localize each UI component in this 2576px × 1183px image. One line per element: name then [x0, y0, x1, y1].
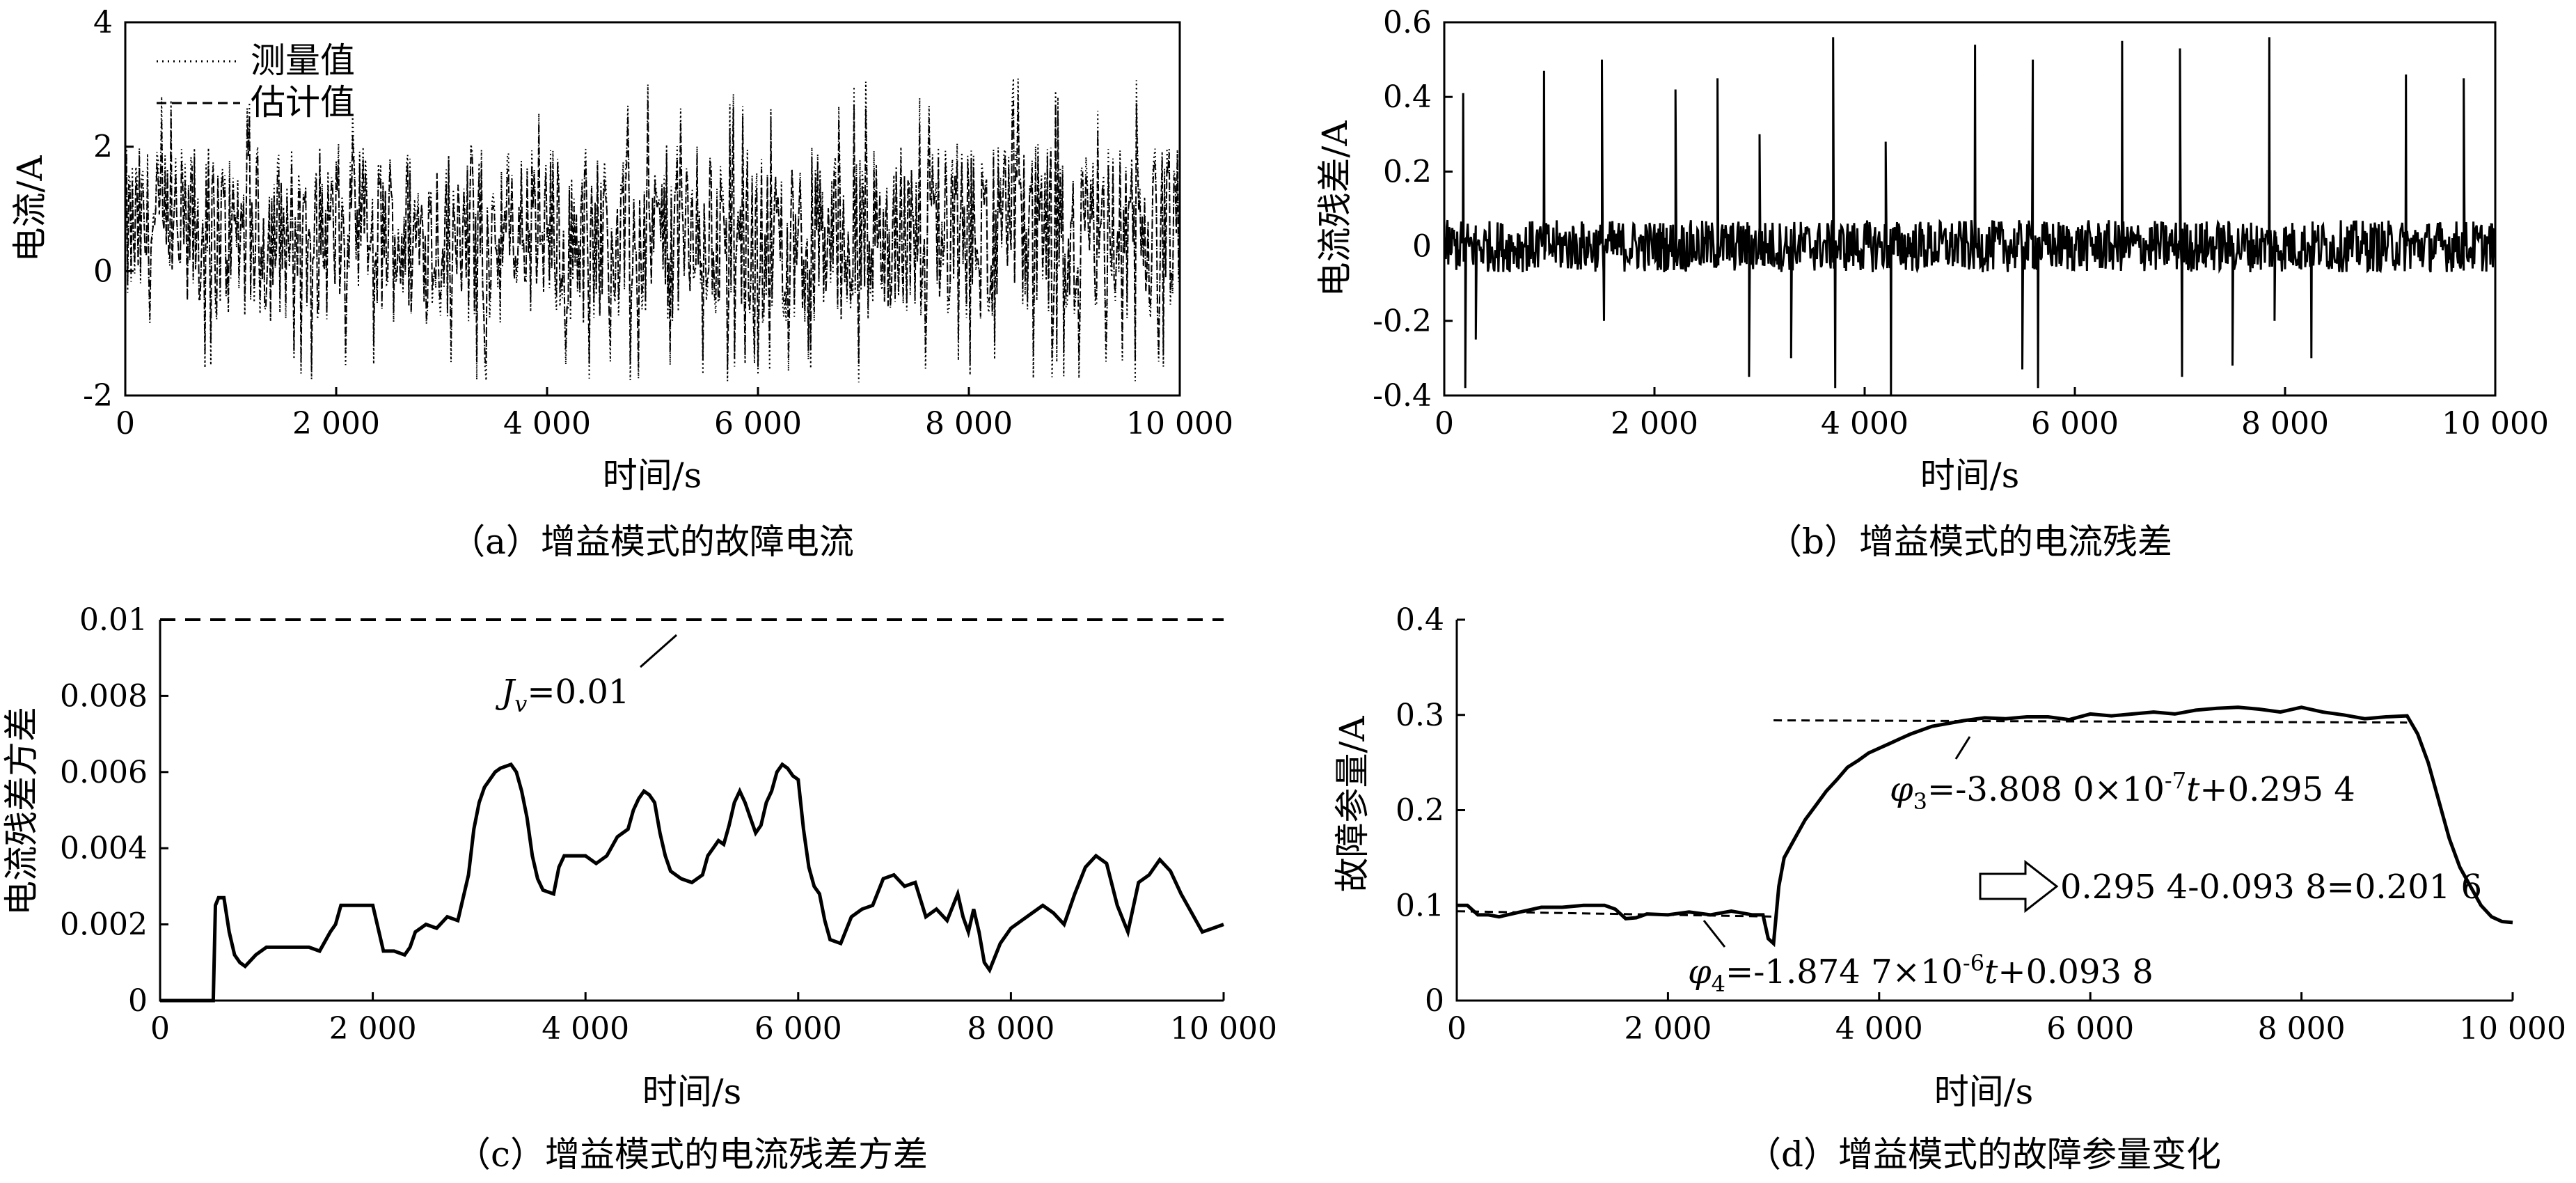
- panel-c-ytick-label: 0.006: [60, 755, 148, 790]
- panel-c: 0 2 000 4 000 6 000 8 000 10 000 0 0.002 0.004 0.…: [1, 602, 1277, 1175]
- panel-b-xtick-label: 4 000: [1821, 406, 1909, 441]
- panel-d-xtick-label: 10 000: [2459, 1011, 2566, 1047]
- panel-c-xtick-label: 0: [150, 1011, 170, 1047]
- panel-b-ytick-label: -0.4: [1373, 378, 1432, 414]
- panel-a-ytick-label: -2: [83, 378, 113, 414]
- panel-b-caption: （b）增益模式的电流残差: [1767, 522, 2172, 562]
- legend-estimated-label: 估计值: [251, 82, 355, 123]
- panel-c-annotation-leader: [640, 634, 677, 668]
- fit-line-1: [1456, 910, 1774, 918]
- panel-d-xtick-label: 2 000: [1624, 1011, 1712, 1047]
- panel-d-ticks: 0 2 000 4 000 6 000 8 000 10 000 0 0.1 0.2 0.3 0.4: [1396, 602, 2566, 1047]
- panel-c-ytick-label: 0.01: [79, 602, 148, 638]
- series-residual: [1443, 37, 2497, 396]
- panel-c-ytick-label: 0.002: [60, 907, 148, 943]
- panel-a-ylabel: 电流/A: [10, 155, 50, 263]
- panel-d-phi4-leader: [1702, 920, 1726, 948]
- panel-d-xtick-label: 4 000: [1835, 1011, 1923, 1047]
- panel-d-difference-text: 0.295 4-0.093 8=0.201 6: [2060, 868, 2482, 907]
- panel-c-xtick-label: 2 000: [329, 1011, 417, 1047]
- panel-a-data: [125, 78, 1180, 383]
- panel-c-xtick-label: 10 000: [1170, 1011, 1277, 1047]
- panel-d-ytick-label: 0.4: [1396, 602, 1444, 638]
- panel-b-xlabel: 时间/s: [1920, 455, 2020, 496]
- panel-c-ylabel: 电流残差方差: [1, 707, 42, 916]
- panel-b-ticks: 0 2 000 4 000 6 000 8 000 10 000 -0.4 -0.2 0 0.2 0…: [1373, 5, 2549, 441]
- series-variance: [160, 762, 1224, 1003]
- panel-b-ytick-label: 0.2: [1383, 154, 1432, 189]
- panel-a-xtick-label: 4 000: [503, 406, 591, 441]
- panel-a-caption: （a）增益模式的故障电流: [450, 522, 854, 562]
- panel-d-ytick-label: 0.1: [1396, 888, 1444, 923]
- panel-c-ticks: 0 2 000 4 000 6 000 8 000 10 000 0 0.002 0.004 0.…: [60, 602, 1277, 1047]
- panel-b-xtick-label: 2 000: [1611, 406, 1698, 441]
- panel-d-xtick-label: 0: [1447, 1011, 1467, 1047]
- panel-c-xlabel: 时间/s: [642, 1072, 742, 1112]
- panel-d-caption: （d）增益模式的故障参量变化: [1746, 1134, 2221, 1175]
- panel-c-xtick-label: 8 000: [967, 1011, 1054, 1047]
- panel-a-xtick-label: 8 000: [925, 406, 1013, 441]
- panel-d-xtick-label: 6 000: [2046, 1011, 2134, 1047]
- panel-a-ytick-label: 2: [93, 130, 113, 165]
- panel-b-axes: [1443, 21, 2497, 397]
- panel-c-xtick-label: 4 000: [542, 1011, 629, 1047]
- panel-a-xtick-label: 10 000: [1126, 406, 1233, 441]
- panel-b-ytick-label: 0: [1412, 229, 1432, 265]
- panel-b-ytick-label: -0.2: [1373, 304, 1432, 339]
- panel-b-xtick-label: 8 000: [2241, 406, 2329, 441]
- panel-c-ytick-label: 0.004: [60, 831, 148, 866]
- panel-d-ylabel: 故障参量/A: [1332, 716, 1373, 893]
- panel-a-xlabel: 时间/s: [603, 455, 702, 496]
- panel-c-ytick-label: 0: [128, 983, 148, 1019]
- panel-c-data: [160, 618, 1224, 1003]
- panel-c-threshold-annotation: Jv=0.01: [495, 673, 629, 717]
- panel-d-axes: [1455, 620, 2513, 1002]
- panel-d-xtick-label: 8 000: [2258, 1011, 2346, 1047]
- panel-c-axes: [159, 620, 1224, 1002]
- panel-b-xtick-label: 0: [1435, 406, 1454, 441]
- panel-b-ylabel: 电流残差/A: [1315, 120, 1355, 297]
- panel-a-ytick-label: 4: [93, 5, 113, 40]
- panel-d: 0 2 000 4 000 6 000 8 000 10 000 0 0.1 0.2 0.3 0.4…: [1332, 602, 2566, 1175]
- series-estimated: [125, 95, 1180, 371]
- panel-d-data: [1456, 705, 2513, 948]
- panel-d-ytick-label: 0: [1425, 983, 1444, 1019]
- panel-d-ytick-label: 0.2: [1396, 793, 1444, 829]
- panel-c-xtick-label: 6 000: [754, 1011, 842, 1047]
- panel-b-data: [1443, 37, 2497, 396]
- panel-d-phi3-equation: φ3=-3.808 0×10-7t+0.295 4: [1890, 767, 2355, 815]
- panel-d-phi3-leader: [1954, 736, 1971, 760]
- fit-line-2: [1773, 719, 2408, 724]
- panel-b-xtick-label: 10 000: [2442, 406, 2549, 441]
- panel-c-ytick-label: 0.008: [60, 678, 148, 714]
- panel-b-ytick-label: 0.6: [1383, 5, 1432, 40]
- panel-d-ytick-label: 0.3: [1396, 698, 1444, 733]
- panel-b: 0 2 000 4 000 6 000 8 000 10 000 -0.4 -0.2 0 0.2 0…: [1315, 5, 2549, 562]
- legend-measured-label: 测量值: [251, 40, 355, 81]
- panel-c-caption: （c）增益模式的电流残差方差: [456, 1134, 928, 1175]
- panel-d-xlabel: 时间/s: [1934, 1072, 2034, 1112]
- panel-b-ytick-label: 0.4: [1383, 79, 1432, 115]
- panel-a-axes: [124, 21, 1181, 397]
- panel-a-xtick-label: 0: [116, 406, 135, 441]
- panel-a-ytick-label: 0: [93, 253, 113, 289]
- panel-d-phi4-equation: φ4=-1.874 7×10-6t+0.093 8: [1688, 950, 2154, 997]
- panel-a-xtick-label: 6 000: [714, 406, 802, 441]
- hollow-arrow-icon: [1979, 859, 2059, 914]
- panel-a-xtick-label: 2 000: [292, 406, 380, 441]
- panel-b-xtick-label: 6 000: [2031, 406, 2119, 441]
- series-fault-parameter: [1457, 705, 2513, 948]
